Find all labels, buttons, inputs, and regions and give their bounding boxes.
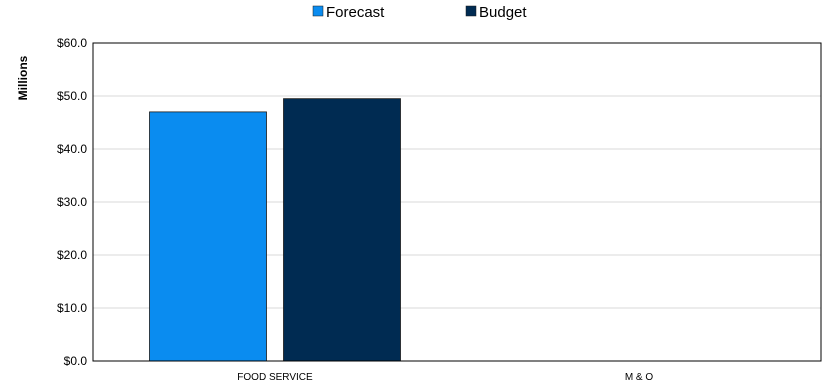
y-tick-label: $20.0 (57, 248, 87, 262)
bars (149, 98, 401, 362)
x-axis-categories: FOOD SERVICE M & O (237, 372, 653, 383)
y-axis-ticks: $0.0 $10.0 $20.0 $30.0 $40.0 $50.0 $60.0 (57, 36, 87, 368)
y-tick-label: $50.0 (57, 89, 87, 103)
x-category-label: M & O (625, 372, 654, 383)
legend-label-forecast: Forecast (326, 4, 385, 21)
legend-swatch-budget (465, 5, 477, 17)
bar-budget-0 (283, 98, 401, 362)
y-axis-label: Millions (16, 55, 30, 100)
legend: Forecast Budget (312, 4, 527, 21)
y-tick-label: $0.0 (64, 354, 88, 368)
bar-forecast-0 (149, 111, 267, 362)
y-tick-label: $30.0 (57, 195, 87, 209)
y-tick-label: $10.0 (57, 301, 87, 315)
y-tick-label: $40.0 (57, 142, 87, 156)
y-tick-label: $60.0 (57, 36, 87, 50)
legend-label-budget: Budget (479, 4, 527, 21)
plot-area-border (92, 42, 822, 362)
x-category-label: FOOD SERVICE (237, 372, 313, 383)
legend-swatch-forecast (312, 5, 324, 17)
